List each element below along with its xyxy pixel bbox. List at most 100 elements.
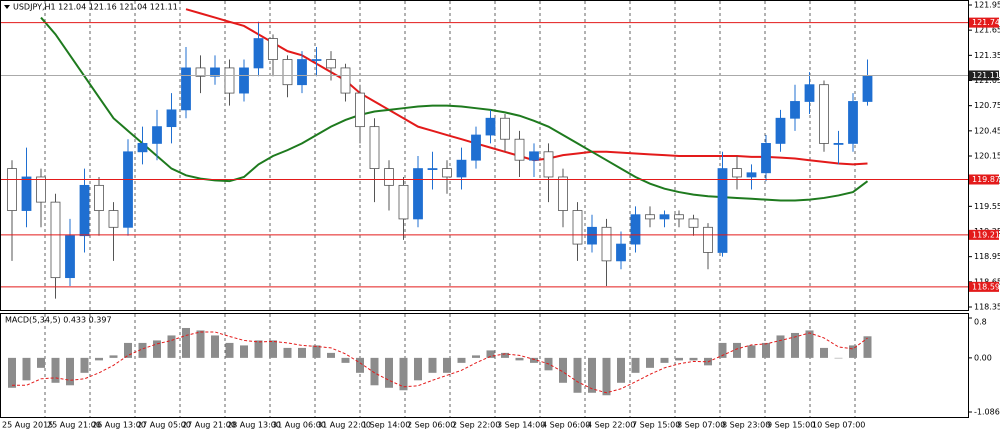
candle-body xyxy=(239,67,249,94)
candle-body xyxy=(529,151,539,161)
macd-bar xyxy=(747,345,756,358)
x-tick-label: 9 Sep 15:00 xyxy=(767,421,815,430)
macd-bar xyxy=(211,335,219,358)
last-price-box xyxy=(969,70,999,81)
candle-body xyxy=(21,176,32,211)
menu-arrow xyxy=(4,5,10,9)
candle-body xyxy=(790,101,800,119)
macd-bar xyxy=(805,330,814,358)
candle-body xyxy=(587,226,597,245)
y-tick-label: 118.35 xyxy=(974,303,1000,312)
moving-average xyxy=(40,16,869,202)
macd-bar xyxy=(167,335,176,358)
macd-bar xyxy=(559,357,567,383)
candle-body xyxy=(195,67,206,77)
y-tick-label: 118.95 xyxy=(974,252,1000,261)
macd-bar xyxy=(863,336,872,358)
candle-body xyxy=(36,176,46,203)
y-tick-label: 118.65 xyxy=(974,277,1000,286)
macd-signal xyxy=(12,331,868,394)
macd-bar xyxy=(428,357,437,373)
x-tick-label: 25 Aug 2015 xyxy=(2,421,53,430)
x-tick-label: 7 Sep 15:00 xyxy=(632,421,680,430)
macd-bar xyxy=(327,352,335,358)
last-price-label: 121.11 xyxy=(972,71,1000,80)
macd-bar xyxy=(689,357,698,361)
x-tick-label: 4 Sep 06:00 xyxy=(542,421,590,430)
macd-bar xyxy=(675,357,683,361)
candle-body xyxy=(413,168,423,220)
macd-bar xyxy=(95,357,103,361)
x-tick-label: 27 Aug 05:00 xyxy=(137,421,191,430)
candle-body xyxy=(108,210,119,228)
macd-bar xyxy=(269,340,277,358)
x-tick-label: 28 Aug 13:00 xyxy=(227,421,281,430)
y2-tick-label: 0.8 xyxy=(974,318,987,327)
macd-bar xyxy=(602,357,611,396)
x-tick-label: 2 Sep 06:00 xyxy=(407,421,455,430)
candle-body xyxy=(514,138,525,161)
y-tick-label: 121.65 xyxy=(974,26,1000,35)
y-tick-label: 121.95 xyxy=(974,1,1000,10)
macd-pane xyxy=(0,313,969,418)
x-tick-label: 26 Aug 13:00 xyxy=(92,421,146,430)
x-tick-label: 31 Aug 22:00 xyxy=(317,421,371,430)
macd-bar xyxy=(312,345,321,358)
candle-body xyxy=(543,151,554,178)
candle-body xyxy=(761,143,771,174)
candle-body xyxy=(297,59,307,86)
candle-body xyxy=(746,172,757,178)
candle-body xyxy=(862,75,873,102)
candle-body xyxy=(804,84,815,102)
y-tick-label: 121.35 xyxy=(974,51,1000,60)
y-tick-label: 120.75 xyxy=(974,101,1000,110)
level-label-box xyxy=(969,229,999,240)
x-tick-label: 3 Sep 14:00 xyxy=(497,421,545,430)
candle-body xyxy=(471,134,481,161)
macd-bar xyxy=(37,357,45,368)
candle-body xyxy=(210,67,220,77)
candle-body xyxy=(326,59,336,69)
candle-body xyxy=(500,117,510,140)
level-label-box xyxy=(969,17,999,28)
macd-bar xyxy=(225,342,234,358)
candle-body xyxy=(224,67,235,94)
macd-bar xyxy=(414,357,422,381)
macd-bar xyxy=(153,340,161,358)
y-tick-label: 121.05 xyxy=(974,76,1000,85)
macd-bar xyxy=(820,347,828,358)
x-tick-label: 10 Sep 07:00 xyxy=(812,421,865,430)
candle-body xyxy=(442,168,452,178)
candle-body xyxy=(427,168,438,170)
macd-bar xyxy=(370,357,379,386)
moving-average xyxy=(185,8,868,166)
macd-bar xyxy=(8,357,16,388)
macd-bar xyxy=(515,357,524,361)
candle-body xyxy=(674,214,684,220)
macd-bar xyxy=(762,342,770,358)
macd-bar xyxy=(356,357,364,373)
macd-bar xyxy=(66,357,74,386)
candle-body xyxy=(152,126,162,144)
macd-bar xyxy=(660,357,669,363)
candle-body xyxy=(732,168,742,178)
macd-bar xyxy=(283,347,292,358)
macd-bar xyxy=(501,352,509,358)
macd-bar xyxy=(385,357,393,388)
candle-body xyxy=(137,143,148,153)
macd-bar xyxy=(646,357,654,368)
candle-body xyxy=(833,143,844,145)
chart-title: USDJPY,H1 121.04 121.16 121.04 121.11 xyxy=(13,3,178,12)
macd-bar xyxy=(530,357,538,363)
candle-body xyxy=(268,38,278,60)
candle-body xyxy=(688,218,699,228)
level-label: 121.74 xyxy=(972,18,1000,27)
x-tick-label: 31 Aug 06:00 xyxy=(272,421,326,430)
candle-body xyxy=(703,226,713,253)
candle-body xyxy=(819,84,829,144)
macd-bar xyxy=(791,332,799,358)
macd-bar xyxy=(472,355,480,358)
y2-tick-label: -1.086 xyxy=(974,408,1000,417)
candle-body xyxy=(616,243,626,262)
